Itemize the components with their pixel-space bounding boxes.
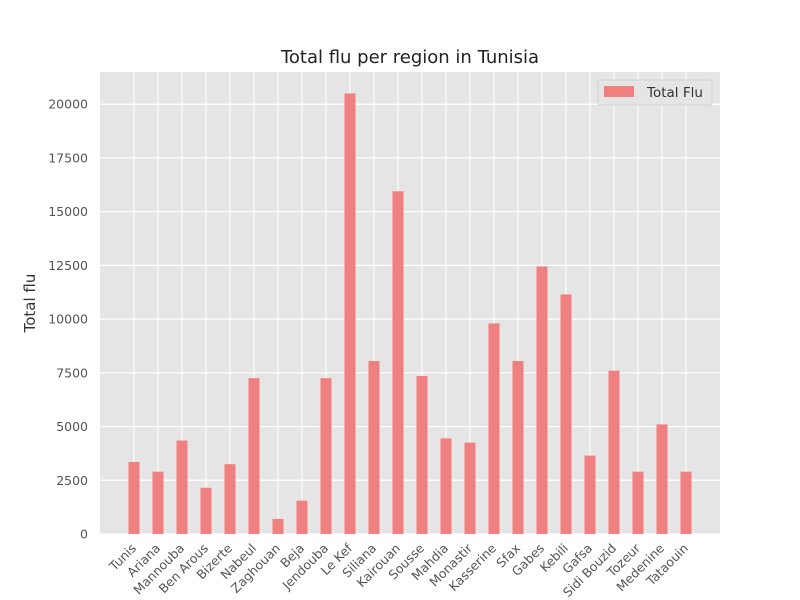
bar — [488, 323, 500, 534]
bar — [440, 438, 452, 534]
bar — [536, 266, 548, 534]
y-tick-label: 2500 — [56, 473, 88, 488]
y-tick-label: 5000 — [56, 419, 88, 434]
bar — [560, 294, 572, 534]
bar — [224, 464, 236, 534]
y-tick-label: 10000 — [48, 312, 88, 327]
bar — [128, 462, 140, 534]
bar — [512, 361, 524, 534]
legend: Total Flu — [597, 79, 713, 106]
bar — [584, 455, 596, 534]
plot-area — [100, 72, 720, 534]
bar — [176, 440, 188, 534]
bar — [320, 378, 332, 534]
bar — [632, 471, 644, 534]
bar — [248, 378, 260, 534]
y-axis-label: Total flu — [21, 274, 39, 334]
y-tick-label: 20000 — [48, 97, 88, 112]
bar — [464, 442, 476, 534]
bar — [416, 376, 428, 534]
bar — [200, 487, 212, 534]
chart-title: Total flu per region in Tunisia — [280, 47, 539, 68]
bar — [152, 471, 164, 534]
y-tick-label: 0 — [80, 527, 88, 542]
bar — [272, 518, 284, 534]
y-tick-label: 15000 — [48, 204, 88, 219]
y-tick-label: 17500 — [48, 150, 88, 165]
y-tick-label: 12500 — [48, 258, 88, 273]
legend-label: Total Flu — [646, 85, 703, 101]
bar — [344, 93, 356, 534]
y-tick-label: 7500 — [56, 365, 88, 380]
bar — [680, 471, 692, 534]
bar — [608, 370, 620, 534]
bars — [128, 93, 692, 534]
y-tick-labels: 0 2500 5000 7500 10000 12500 15000 17500 20000 — [48, 97, 88, 542]
bar — [392, 191, 404, 534]
bar — [656, 424, 668, 534]
bar — [368, 361, 380, 534]
legend-swatch — [604, 86, 634, 97]
bar — [296, 500, 308, 534]
